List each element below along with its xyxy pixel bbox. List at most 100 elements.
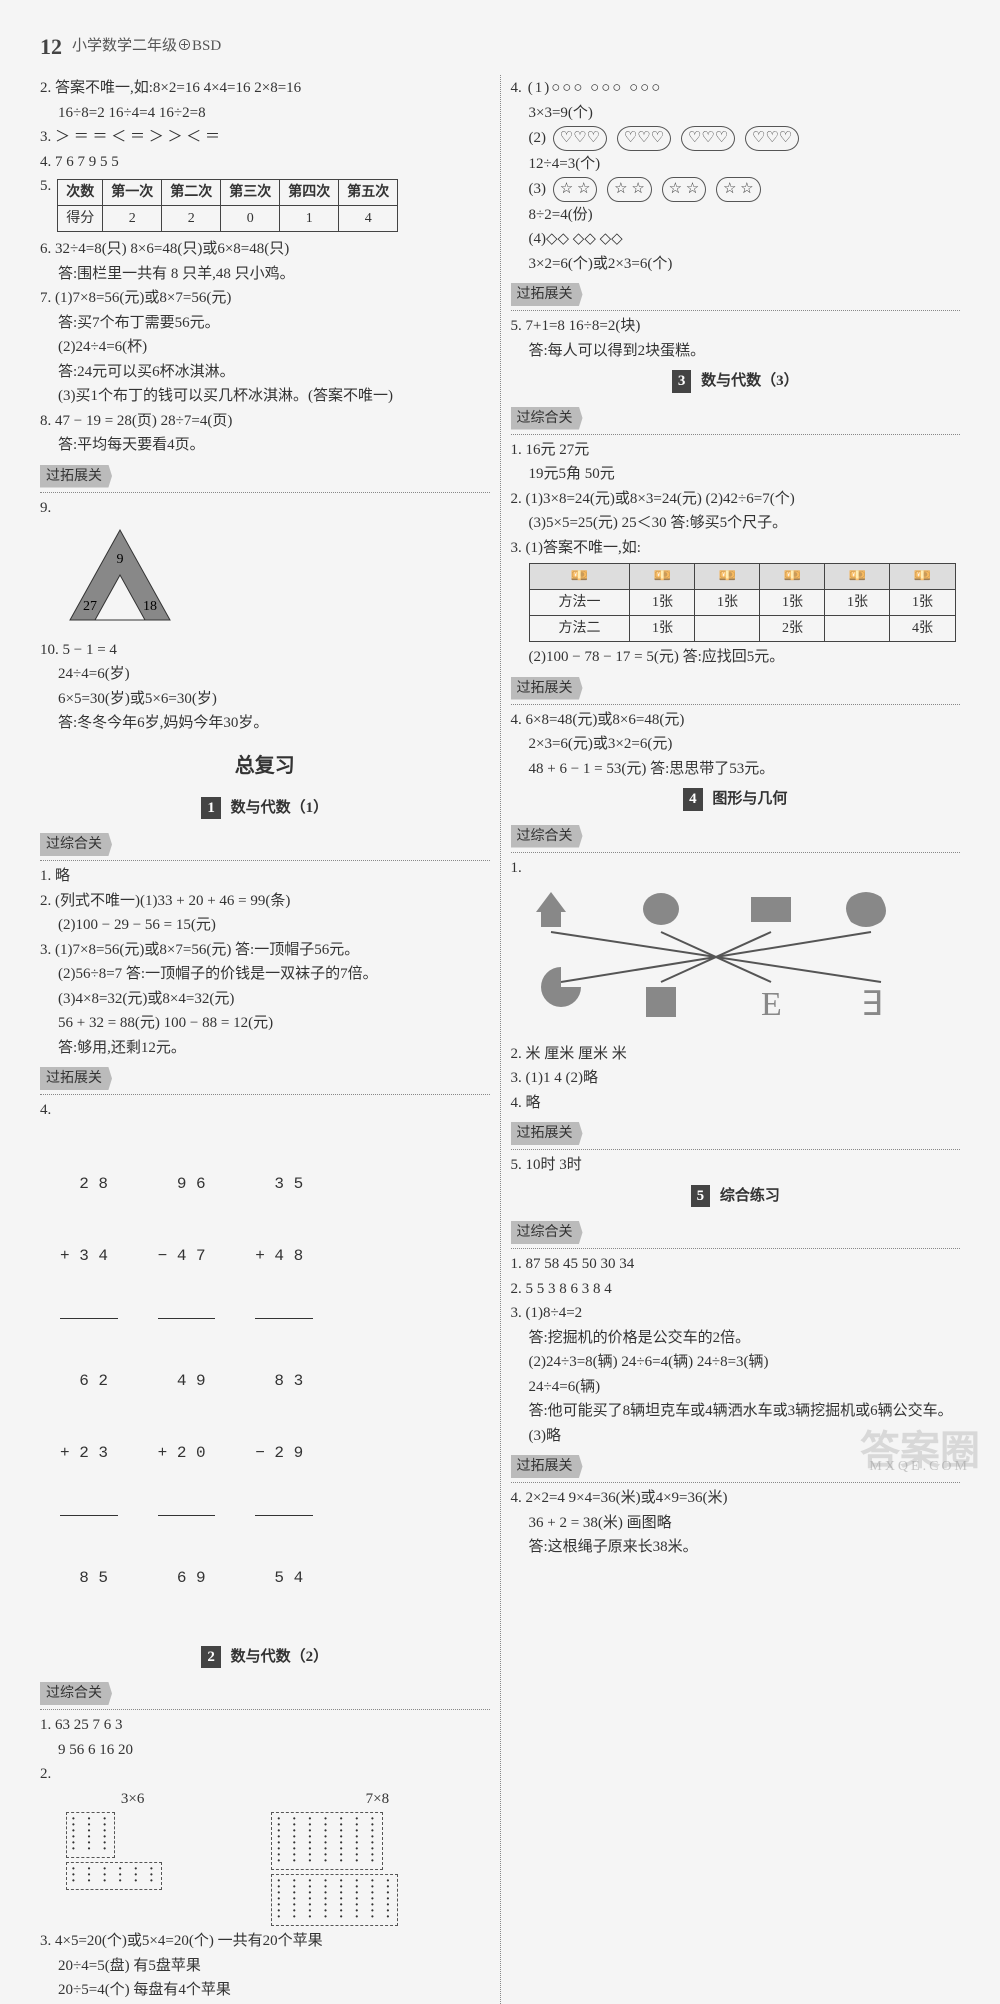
s3q4c: 48 + 6 − 1 = 53(元) 答:思思带了53元。 [511,758,961,781]
q10d: 答:冬冬今年6岁,妈妈今年30岁。 [40,712,490,735]
tag-zonghe-r1: 过综合关 [511,407,583,430]
sec5-text: 综合练习 [720,1188,780,1204]
s3t-r1-4: 1张 [890,590,955,616]
s1q3d: 56 + 32 = 88(元) 100 − 88 = 12(元) [40,1012,490,1035]
q5-c0: 2 [103,206,162,232]
sec2-title: 2 数与代数（2） [40,1646,490,1669]
tri-left: 27 [83,599,97,614]
q5-c4: 4 [339,206,398,232]
q10b: 24÷4=6(岁) [40,663,490,686]
s5q3c: (2)24÷3=8(辆) 24÷6=4(辆) 24÷8=3(辆) [511,1351,961,1374]
q10c: 6×5=30(岁)或5×6=30(岁) [40,688,490,711]
s2q2-left: 3×6 [60,1788,205,1811]
dotted-r7 [511,1482,961,1483]
r-q4-1b: 3×3=9(个) [511,102,961,125]
sec5-num: 5 [691,1185,711,1208]
s2q3c: 20÷5=4(个) 每盘有4个苹果 [40,1979,490,2002]
s3q3b: (2)100 − 78 − 17 = 5(元) 答:应找回5元。 [511,646,961,669]
hearts-1: ♡♡♡ [553,126,607,151]
s3t-r1l: 方法一 [529,590,630,616]
s3q3a: 3. (1)答案不唯一,如: [511,537,961,560]
arith-row: 2 8 + 3 4 6 2 + 2 3 8 5 9 6 − 4 7 4 9 + … [60,1124,490,1638]
s3t-r2l: 方法二 [529,616,630,642]
tag-guotuo-r3: 过拓展关 [511,1122,583,1145]
sec3-title: 3 数与代数（3） [511,370,961,393]
s3t-r2-4: 4张 [890,616,955,642]
a1r2: + 3 4 [60,1244,118,1268]
s5q1: 1. 87 58 45 50 30 34 [511,1253,961,1276]
r-q4-2a: (2) [529,130,547,146]
q3-line: 3. ＞ ＝ ＝ ＜ ＝ ＞ ＞ ＜ ＝ [40,126,490,149]
stars-3: ☆ ☆ [662,177,707,202]
q5-rl: 得分 [58,206,103,232]
q5-c2: 0 [221,206,280,232]
q5-h0: 次数 [58,180,103,206]
s3-table: 💴 💴 💴 💴 💴 💴 方法一 1张 1张 1张 1张 1张 方法二 1张 2张… [529,563,956,642]
tag-zonghe-2: 过综合关 [40,1682,112,1705]
sec5-title: 5 综合练习 [511,1185,961,1208]
a2r1: 9 6 [158,1172,216,1196]
arith2: 9 6 − 4 7 4 9 + 2 0 6 9 [158,1124,216,1638]
q2-line-b: 16÷8=2 16÷4=4 16÷2=8 [40,102,490,125]
q7d: 答:24元可以买6杯冰淇淋。 [40,361,490,384]
dot-left-group: 3×6 • • •• • •• • •• • •• • •• • • • • •… [60,1788,205,1929]
s4q1-label: 1. [511,857,961,880]
q10a: 10. 5 − 1 = 4 [40,639,490,662]
s3q1b: 19元5角 50元 [511,463,961,486]
s5q3f: (3)略 [511,1425,961,1448]
dotted-3 [40,1094,490,1095]
tag-guotuo-2: 过拓展关 [40,1067,112,1090]
s5q3d: 24÷4=6(辆) [511,1376,961,1399]
q4-line: 4. 7 6 7 9 5 5 [40,151,490,174]
a1r5: 8 5 [60,1566,118,1590]
triangle-diagram: 9 27 18 [60,525,180,625]
s1q2a: 2. (列式不唯一)(1)33 + 20 + 46 = 99(条) [40,890,490,913]
tag-zonghe-1: 过综合关 [40,833,112,856]
sec4-title: 4 图形与几何 [511,788,961,811]
dot-right-group: 7×8 • • • • • • •• • • • • • •• • • • • … [265,1788,489,1929]
dot-array-row: 3×6 • • •• • •• • •• • •• • •• • • • • •… [60,1788,490,1929]
q9-label: 9. [40,497,490,520]
r-q4-4b: 3×2=6(个)或2×3=6(个) [511,253,961,276]
dot-array-1: • • •• • •• • •• • •• • •• • • [66,1812,115,1858]
stars-2: ☆ ☆ [607,177,652,202]
big-title: 总复习 [40,751,490,781]
s3q2a: 2. (1)3×8=24(元)或8×3=24(元) (2)42÷6=7(个) [511,488,961,511]
money-h2: 💴 [630,564,695,590]
right-column: 4. (1)○○○ ○○○ ○○○ 3×3=9(个) (2) ♡♡♡ ♡♡♡ ♡… [511,75,961,2004]
s3t-r1-2: 1张 [760,590,825,616]
r-q4-num: 4. [511,77,522,100]
q5-c3: 1 [280,206,339,232]
dotted-r3 [511,704,961,705]
q7e: (3)买1个布丁的钱可以买几杯冰淇淋。(答案不唯一) [40,385,490,408]
r-q4-label: 4. (1)○○○ ○○○ ○○○ [511,77,961,100]
s3q4a: 4. 6×8=48(元)或8×6=48(元) [511,709,961,732]
s3t-r2-0: 1张 [630,616,695,642]
s4q5: 5. 10时 3时 [511,1154,961,1177]
s1q4-label: 4. [40,1099,490,1122]
arith1: 2 8 + 3 4 6 2 + 2 3 8 5 [60,1124,118,1638]
hearts-2: ♡♡♡ [617,126,671,151]
hearts-3: ♡♡♡ [681,126,735,151]
a1r3: 6 2 [60,1369,118,1393]
money-h3: 💴 [695,564,760,590]
q8a: 8. 47 − 19 = 28(页) 28÷7=4(页) [40,410,490,433]
s3t-r2-1 [695,616,760,642]
a3r5: 5 4 [255,1566,313,1590]
column-divider [500,75,501,2004]
tag-zonghe-r2: 过综合关 [511,825,583,848]
money-h1: 💴 [529,564,630,590]
dotted-r4 [511,852,961,853]
sec2-text: 数与代数（2） [231,1649,329,1665]
r-q4-3a: (3) [529,181,547,197]
s3t-r2-3 [825,616,890,642]
watermark-small: MXQE.COM [869,1456,970,1477]
header-title: 小学数学二年级⊕BSD [72,35,221,58]
a1r4: + 2 3 [60,1441,118,1465]
r-q4-4a: (4)◇◇ ◇◇ ◇◇ [511,228,961,251]
q7a: 7. (1)7×8=56(元)或8×7=56(元) [40,287,490,310]
a2r2: − 4 7 [158,1244,216,1268]
s3t-r2-2: 2张 [760,616,825,642]
stars-1: ☆ ☆ [553,177,598,202]
q2-line-a: 2. 答案不唯一,如:8×2=16 4×4=16 2×8=16 [40,77,490,100]
